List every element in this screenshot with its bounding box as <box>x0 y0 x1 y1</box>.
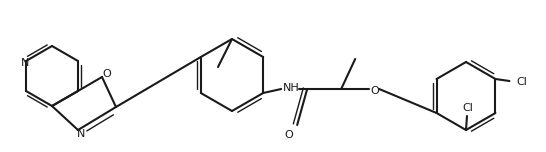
Text: O: O <box>103 69 111 79</box>
Text: N: N <box>77 129 85 139</box>
Text: O: O <box>371 86 379 96</box>
Text: N: N <box>21 58 29 68</box>
Text: O: O <box>285 130 294 140</box>
Text: NH: NH <box>283 83 300 93</box>
Text: Cl: Cl <box>462 103 473 113</box>
Text: Cl: Cl <box>516 77 527 87</box>
